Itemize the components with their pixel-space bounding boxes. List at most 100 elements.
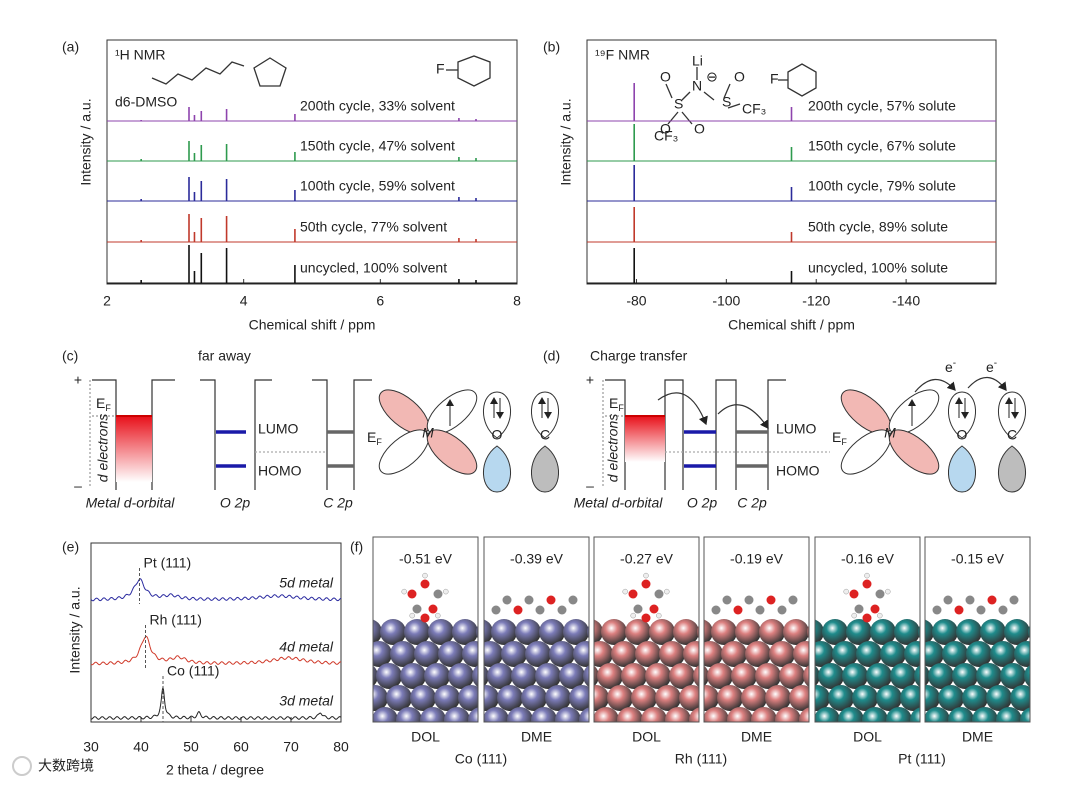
atom xyxy=(815,619,824,645)
atom xyxy=(990,641,1016,667)
molecule-atom xyxy=(513,605,523,615)
ef-label: EF xyxy=(609,395,624,414)
energy-label: -0.27 eV xyxy=(620,551,674,567)
atom xyxy=(645,663,671,689)
atom xyxy=(925,619,934,645)
plus: + xyxy=(586,372,594,388)
level-label: HOMO xyxy=(776,463,820,479)
shape xyxy=(253,57,287,87)
molecule-atom xyxy=(502,595,512,605)
atom xyxy=(741,685,767,711)
orbital-lobe xyxy=(840,389,892,435)
atom xyxy=(704,619,713,645)
panel-label: (c) xyxy=(62,348,78,364)
slab xyxy=(484,619,589,722)
molecule-atom xyxy=(433,589,443,599)
atom xyxy=(842,663,868,689)
atom xyxy=(838,707,864,722)
shape xyxy=(703,91,715,101)
atom xyxy=(704,707,729,722)
atom-label: M xyxy=(884,425,896,441)
atom xyxy=(925,641,944,667)
atom-label: O xyxy=(694,121,705,137)
molecule-h xyxy=(401,588,407,595)
atom xyxy=(815,685,830,711)
molecule-atom xyxy=(524,595,534,605)
atom xyxy=(491,619,517,645)
column-label: O 2p xyxy=(220,495,251,511)
atom xyxy=(569,685,589,711)
surface-label: Pt (111) xyxy=(898,751,946,767)
atom xyxy=(635,641,661,667)
box-frame xyxy=(924,536,1031,723)
molecule-h xyxy=(885,588,891,595)
atom xyxy=(594,685,609,711)
atom-label: O xyxy=(734,69,745,85)
molecule-h xyxy=(630,612,636,619)
x-tick-label: -140 xyxy=(892,293,920,309)
atom xyxy=(704,665,709,687)
atom xyxy=(484,707,509,722)
peak-label: Rh (111) xyxy=(150,612,202,628)
atom xyxy=(573,641,589,667)
molecule-atom xyxy=(987,595,997,605)
y-axis-label: Intensity / a.u. xyxy=(78,98,94,185)
molecule-atom xyxy=(711,605,721,615)
molecule-h xyxy=(877,612,883,619)
atom xyxy=(914,665,920,687)
molecule-atom xyxy=(862,579,872,589)
atom xyxy=(852,685,878,711)
molecule-atom xyxy=(849,589,859,599)
atom-label: M xyxy=(422,425,434,441)
molecule-atom xyxy=(755,605,765,615)
trace-label: 200th cycle, 33% solvent xyxy=(300,98,455,114)
x-tick-label: 70 xyxy=(283,739,299,755)
adsorbate-label: DME xyxy=(521,729,552,745)
atom xyxy=(769,641,795,667)
atom xyxy=(669,663,695,689)
atom xyxy=(625,619,651,645)
ef-sub: F xyxy=(376,437,382,447)
plus: + xyxy=(74,372,82,388)
molecule-atom xyxy=(654,589,664,599)
atom xyxy=(673,619,699,645)
molecule-h xyxy=(443,588,449,595)
ef-label: EF xyxy=(367,429,382,448)
panel-d-diagram xyxy=(602,376,1007,490)
shape xyxy=(457,55,491,87)
atom-label: S xyxy=(722,94,731,110)
shape xyxy=(767,379,786,490)
atom xyxy=(986,685,1012,711)
electron-label: e- xyxy=(945,358,956,375)
adsorbate-label: DOL xyxy=(411,729,440,745)
orbital-lobe xyxy=(840,429,892,475)
molecule-h xyxy=(435,612,441,619)
energy-label: -0.16 eV xyxy=(841,551,895,567)
atom-label: CF₃ xyxy=(654,128,678,144)
y-axis-label: Intensity / a.u. xyxy=(67,586,83,673)
atom xyxy=(438,641,464,667)
molecule-atom xyxy=(777,605,787,615)
molecule-h xyxy=(843,588,849,595)
atom xyxy=(515,619,541,645)
watermark: 大数跨境 xyxy=(38,758,94,774)
slab xyxy=(373,619,478,722)
atom xyxy=(579,707,589,722)
atom xyxy=(484,685,499,711)
atom xyxy=(373,707,398,722)
atom xyxy=(942,641,968,667)
atom xyxy=(910,707,920,722)
molecule-atom xyxy=(943,595,953,605)
atom xyxy=(886,707,912,722)
peak-label: Co (111) xyxy=(167,663,219,679)
atom xyxy=(856,641,882,667)
molecule-atom xyxy=(722,595,732,605)
trace-label: 100th cycle, 79% solute xyxy=(808,178,956,194)
atom xyxy=(539,619,565,645)
orbital-lobe xyxy=(948,445,976,493)
shape xyxy=(657,392,708,426)
atom xyxy=(563,619,589,645)
atom xyxy=(549,641,575,667)
atom xyxy=(659,641,685,667)
